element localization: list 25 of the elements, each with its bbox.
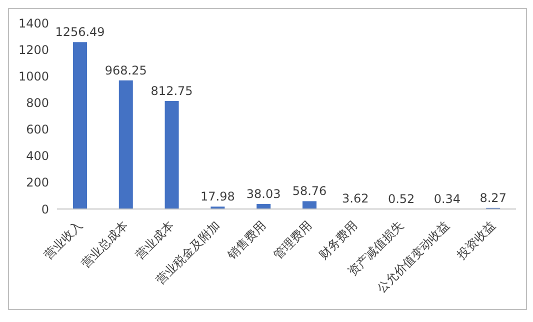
data-label: 17.98 <box>200 190 235 204</box>
y-tick-label: 200 <box>26 176 49 190</box>
bar <box>73 42 87 209</box>
y-tick-label: 800 <box>26 96 49 110</box>
y-tick-label: 1400 <box>18 16 49 30</box>
y-tick-label: 0 <box>41 202 49 216</box>
x-tick-label: 销售费用 <box>224 218 268 263</box>
data-label: 0.34 <box>434 192 461 206</box>
data-label: 968.25 <box>104 63 147 78</box>
data-label: 1256.49 <box>55 25 105 40</box>
data-label: 3.62 <box>342 192 369 206</box>
bar <box>118 80 133 209</box>
bar <box>302 201 316 209</box>
x-tick-label: 管理费用 <box>270 218 314 262</box>
data-label: 0.52 <box>388 192 415 206</box>
bar <box>164 101 179 209</box>
data-label: 38.03 <box>246 186 281 201</box>
data-label: 812.75 <box>150 84 193 98</box>
y-tick-label: 600 <box>26 122 49 137</box>
y-tick-label: 1200 <box>18 42 49 57</box>
y-tick-label: 400 <box>26 149 49 164</box>
data-label: 8.27 <box>480 190 506 205</box>
y-tick-label: 1000 <box>18 69 49 84</box>
data-label: 58.76 <box>292 184 327 198</box>
x-tick-label: 投资收益 <box>453 218 498 263</box>
